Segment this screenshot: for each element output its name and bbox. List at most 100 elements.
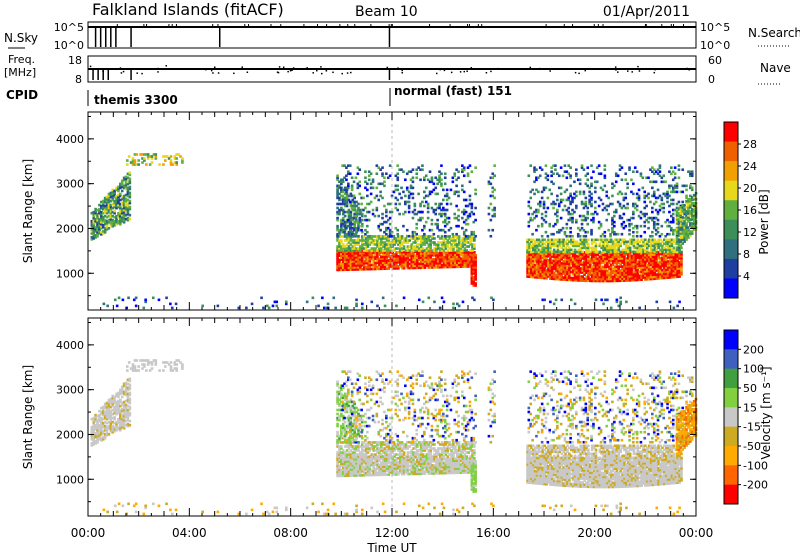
nave-dot bbox=[332, 72, 334, 74]
power-cell bbox=[382, 297, 385, 300]
power-cell bbox=[425, 187, 428, 190]
power-cell bbox=[541, 235, 544, 238]
power-cell bbox=[619, 203, 622, 206]
power-cell bbox=[628, 233, 631, 236]
power-cell bbox=[547, 178, 550, 181]
power-cell bbox=[649, 201, 652, 204]
power-cell bbox=[137, 159, 140, 162]
power-cell bbox=[462, 301, 465, 304]
power-cell bbox=[355, 299, 358, 302]
velocity-cell bbox=[113, 416, 116, 419]
power-cell bbox=[404, 195, 407, 198]
power-cell bbox=[377, 199, 380, 202]
power-cell bbox=[358, 185, 361, 188]
power-cell bbox=[169, 303, 172, 306]
power-cell bbox=[379, 229, 382, 232]
y-tick-label: 3000 bbox=[56, 178, 84, 191]
power-cell bbox=[175, 303, 178, 306]
power-cell bbox=[364, 215, 367, 218]
power-cell bbox=[412, 217, 415, 220]
power-cell bbox=[636, 209, 639, 212]
nave-dot bbox=[617, 71, 619, 73]
power-cell bbox=[613, 221, 616, 224]
freq-tick-low: 8 bbox=[75, 73, 82, 86]
nsearch-label: N.Search bbox=[748, 26, 800, 40]
power-cell bbox=[358, 217, 361, 220]
nave-dot bbox=[316, 70, 318, 72]
nave-label: Nave bbox=[760, 61, 791, 75]
nave-dot bbox=[205, 69, 207, 71]
power-cell bbox=[615, 209, 618, 212]
power-cell bbox=[455, 233, 458, 236]
power-cell bbox=[446, 193, 449, 196]
power-cell bbox=[583, 168, 586, 171]
power-cell bbox=[562, 227, 565, 230]
power-cell bbox=[554, 168, 557, 171]
power-cell bbox=[457, 195, 460, 198]
power-cell bbox=[537, 209, 540, 212]
nave-dot bbox=[241, 66, 243, 68]
y-tick-label: 4000 bbox=[56, 133, 84, 146]
power-cell bbox=[395, 305, 398, 308]
power-cell bbox=[408, 205, 411, 208]
power-cell bbox=[433, 237, 436, 240]
power-cell bbox=[372, 187, 375, 190]
power-cell bbox=[381, 213, 384, 216]
power-cell bbox=[566, 223, 569, 226]
power-cell bbox=[341, 195, 344, 198]
power-cell bbox=[129, 214, 132, 217]
power-cell bbox=[415, 233, 418, 236]
power-cell bbox=[569, 174, 572, 177]
nsky-label: N.Sky bbox=[4, 31, 38, 45]
power-cell bbox=[586, 223, 589, 226]
power-cell bbox=[594, 187, 597, 190]
freq-trace bbox=[88, 65, 696, 80]
power-cell bbox=[598, 205, 601, 208]
power-cell bbox=[554, 164, 557, 167]
power-cell bbox=[552, 172, 555, 175]
power-cell bbox=[165, 297, 168, 300]
power-cell bbox=[685, 185, 688, 188]
power-cell bbox=[129, 200, 132, 203]
power-cell bbox=[674, 166, 677, 169]
power-cell bbox=[651, 187, 654, 190]
power-cell bbox=[492, 299, 495, 302]
power-cell bbox=[474, 193, 477, 196]
power-cell bbox=[673, 239, 676, 242]
power-cell bbox=[118, 297, 121, 300]
power-cell bbox=[539, 174, 542, 177]
power-cell bbox=[604, 185, 607, 188]
power-cell bbox=[422, 301, 425, 304]
nave-dot bbox=[233, 73, 235, 75]
power-cell bbox=[170, 155, 173, 158]
power-cell bbox=[602, 189, 605, 192]
power-cell bbox=[345, 191, 348, 194]
power-cell bbox=[471, 170, 474, 173]
freq-tick-high: 18 bbox=[68, 54, 82, 67]
nave-dot bbox=[293, 67, 295, 69]
power-cell bbox=[539, 201, 542, 204]
power-cell bbox=[640, 217, 643, 220]
power-cell bbox=[113, 210, 116, 213]
power-cell bbox=[427, 297, 430, 300]
power-cell bbox=[632, 183, 635, 186]
power-cell bbox=[349, 227, 352, 230]
power-cell bbox=[455, 185, 458, 188]
power-cell bbox=[272, 305, 275, 308]
nave-dot bbox=[530, 67, 532, 69]
power-cell bbox=[586, 166, 589, 169]
power-cell bbox=[145, 163, 148, 166]
site-title: Falkland Islands (fitACF) bbox=[92, 0, 284, 19]
power-cell bbox=[680, 247, 683, 250]
power-cell bbox=[441, 297, 444, 300]
power-cell bbox=[370, 301, 373, 304]
power-cell bbox=[674, 176, 677, 179]
power-cell bbox=[129, 172, 132, 175]
power-cell bbox=[471, 203, 474, 206]
power-cell bbox=[402, 225, 405, 228]
power-cell bbox=[556, 219, 559, 222]
power-cell bbox=[408, 211, 411, 214]
power-cell bbox=[607, 213, 610, 216]
power-cell bbox=[391, 211, 394, 214]
power-cell bbox=[444, 183, 447, 186]
